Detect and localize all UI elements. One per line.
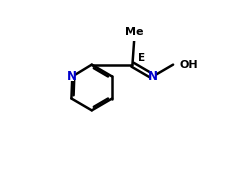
Bar [70,72,74,81]
Text: Me: Me [124,27,143,37]
Bar [175,60,181,69]
Bar [139,54,143,63]
Text: OH: OH [178,60,197,70]
Bar [150,72,154,81]
Bar [131,32,137,41]
Text: N: N [147,70,157,83]
Text: N: N [67,70,77,83]
Text: E: E [138,53,145,63]
